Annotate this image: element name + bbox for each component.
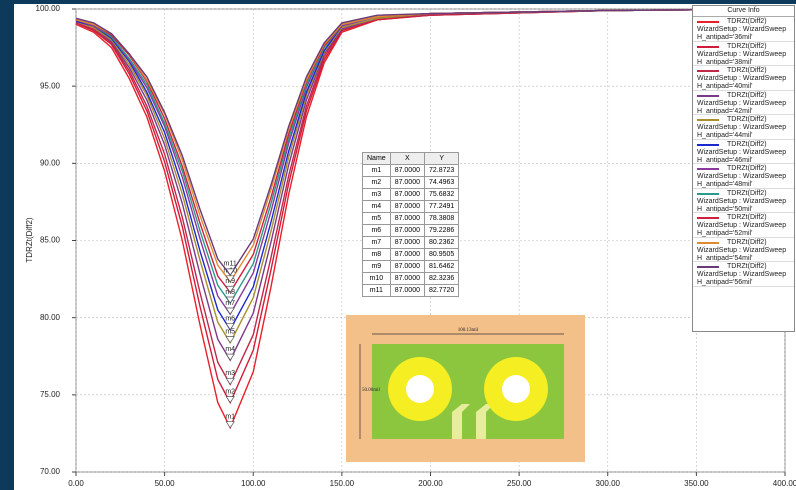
- x-tick-label: 200.00: [418, 479, 443, 488]
- table-cell: m3: [363, 189, 391, 201]
- marker-label: m2: [225, 388, 235, 395]
- table-cell: 87.0000: [390, 273, 424, 285]
- table-cell: m7: [363, 237, 391, 249]
- y-tick-label: 100.00: [36, 4, 61, 13]
- legend-swatch: [697, 266, 719, 268]
- y-tick-label: 80.00: [40, 313, 61, 322]
- legend-swatch: [697, 95, 719, 97]
- legend-entry: TDRZt(Diff2) WizardSetup : WizardSweep H…: [693, 164, 794, 189]
- table-cell: 79.2286: [425, 225, 459, 237]
- x-tick-label: 350.00: [684, 479, 709, 488]
- x-tick-label: 0.00: [68, 479, 84, 488]
- legend-swatch: [697, 193, 719, 195]
- table-header: X: [390, 153, 424, 165]
- y-axis-label: TDRZt(Diff2): [25, 217, 34, 263]
- y-tick-label: 75.00: [40, 390, 61, 399]
- marker-label: m3: [225, 370, 235, 377]
- legend-swatch: [697, 242, 719, 244]
- table-cell: 87.0000: [390, 237, 424, 249]
- legend-entry: TDRZt(Diff2) WizardSetup : WizardSweep H…: [693, 66, 794, 91]
- x-tick-label: 100.00: [241, 479, 266, 488]
- table-cell: 87.0000: [390, 201, 424, 213]
- legend-title: Curve Info: [693, 6, 794, 17]
- x-tick-label: 250.00: [507, 479, 532, 488]
- legend-entry: TDRZt(Diff2) WizardSetup : WizardSweep H…: [693, 17, 794, 42]
- table-cell: 87.0000: [390, 225, 424, 237]
- y-tick-label: 95.00: [40, 81, 61, 90]
- table-cell: m6: [363, 225, 391, 237]
- legend-swatch: [697, 144, 719, 146]
- inset-width-label: 100.13mil: [458, 328, 479, 333]
- inset-layout: 100.13mil 50.00mil: [346, 315, 585, 462]
- x-tick-label: 300.00: [596, 479, 621, 488]
- legend-entry: TDRZt(Diff2) WizardSetup : WizardSweep H…: [693, 262, 794, 287]
- legend-entry: TDRZt(Diff2) WizardSetup : WizardSweep H…: [693, 140, 794, 165]
- table-cell: m10: [363, 273, 391, 285]
- y-tick-label: 90.00: [40, 158, 61, 167]
- table-header: Name: [363, 153, 391, 165]
- table-cell: 87.0000: [390, 261, 424, 273]
- inset-height-label: 50.00mil: [362, 388, 381, 393]
- legend-entry: TDRZt(Diff2) WizardSetup : WizardSweep H…: [693, 189, 794, 214]
- table-cell: 74.4963: [425, 177, 459, 189]
- x-tick-label: 150.00: [330, 479, 355, 488]
- legend-swatch: [697, 168, 719, 170]
- x-tick-label: 400.00: [773, 479, 796, 488]
- legend-entry: TDRZt(Diff2) WizardSetup : WizardSweep H…: [693, 42, 794, 67]
- table-cell: 87.0000: [390, 249, 424, 261]
- table-cell: 80.9505: [425, 249, 459, 261]
- marker-label: m1: [225, 414, 235, 421]
- legend-swatch: [697, 21, 719, 23]
- table-cell: 80.2362: [425, 237, 459, 249]
- legend-entry: TDRZt(Diff2) WizardSetup : WizardSweep H…: [693, 115, 794, 140]
- legend-swatch: [697, 119, 719, 121]
- table-cell: m2: [363, 177, 391, 189]
- table-cell: 78.3808: [425, 213, 459, 225]
- table-cell: 75.6832: [425, 189, 459, 201]
- legend-swatch: [697, 217, 719, 219]
- legend-swatch: [697, 70, 719, 72]
- legend-entry: TDRZt(Diff2) WizardSetup : WizardSweep H…: [693, 91, 794, 116]
- marker-label: m11: [224, 261, 237, 268]
- table-cell: 82.7720: [425, 285, 459, 297]
- table-header: Y: [425, 153, 459, 165]
- table-cell: 82.3236: [425, 273, 459, 285]
- y-tick-label: 85.00: [40, 236, 61, 245]
- table-cell: 72.8723: [425, 165, 459, 177]
- table-cell: 87.0000: [390, 213, 424, 225]
- table-cell: 81.6462: [425, 261, 459, 273]
- table-cell: m9: [363, 261, 391, 273]
- marker-label: m6: [225, 315, 235, 322]
- table-cell: 77.2491: [425, 201, 459, 213]
- table-cell: m11: [363, 285, 391, 297]
- table-cell: m1: [363, 165, 391, 177]
- x-tick-label: 50.00: [155, 479, 176, 488]
- legend-entry: TDRZt(Diff2) WizardSetup : WizardSweep H…: [693, 238, 794, 263]
- marker-label: m4: [225, 346, 235, 353]
- legend-swatch: [697, 46, 719, 48]
- table-cell: m5: [363, 213, 391, 225]
- table-cell: m8: [363, 249, 391, 261]
- table-cell: 87.0000: [390, 189, 424, 201]
- table-cell: 87.0000: [390, 285, 424, 297]
- table-cell: 87.0000: [390, 177, 424, 189]
- table-cell: 87.0000: [390, 165, 424, 177]
- legend-entry: TDRZt(Diff2) WizardSetup : WizardSweep H…: [693, 213, 794, 238]
- y-tick-label: 70.00: [40, 467, 61, 476]
- table-cell: m4: [363, 201, 391, 213]
